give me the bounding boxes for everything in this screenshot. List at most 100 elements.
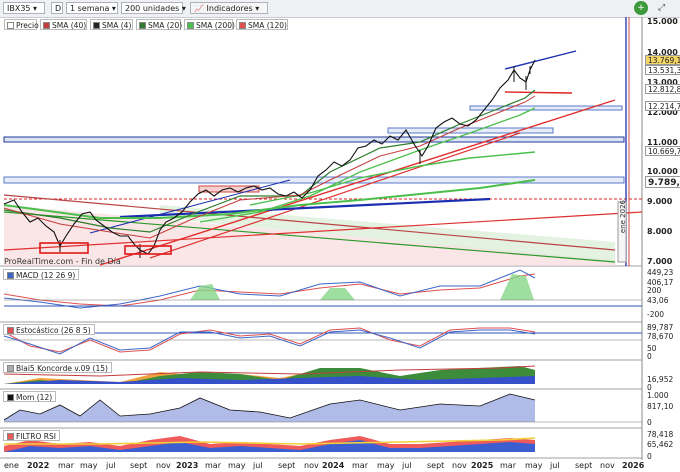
time-axis-label: may [228, 461, 246, 470]
legend-color-swatch [139, 22, 146, 29]
koncorde-title-label: Blai5 Koncorde v.09 (15) [16, 364, 108, 373]
time-axis-label: mar [352, 461, 368, 470]
price-axis-label: 14.000 [647, 48, 678, 57]
macd-axis-label: 406,17 [647, 278, 674, 287]
macd-title-label: MACD (12 26 9) [16, 271, 76, 280]
macd-color-swatch [7, 272, 14, 279]
legend-item[interactable]: SMA (200) [184, 19, 235, 30]
legend-item[interactable]: SMA (20) [136, 19, 183, 30]
timeframe-key-button[interactable]: D [51, 2, 63, 14]
indicators-icon: 📈 [194, 4, 204, 13]
koncorde-axis-label: 0 [647, 383, 652, 392]
watermark-text: ProRealTime.com - Fin de Día [4, 257, 121, 266]
time-axis-label: may [80, 461, 98, 470]
indicators-label: Indicadores [206, 4, 253, 13]
price-axis-label: 13.000 [647, 78, 678, 87]
macd-axis-label: 449,23 [647, 268, 674, 277]
macd-axis-label: -200 [647, 310, 665, 319]
price-axis-label: 15.000 [647, 17, 678, 26]
time-axis-label: 2026 [622, 461, 645, 470]
rsi-axis-label: 0 [647, 452, 652, 461]
stochastic-pane-title[interactable]: Estocástico (26 8 5) [3, 324, 95, 335]
rsi-pane-title[interactable]: FILTRO RSI [3, 430, 60, 441]
legend-label: Precio [16, 21, 39, 30]
stoch-axis-label: 0 [647, 352, 652, 361]
legend-label: SMA (4) [102, 21, 132, 30]
time-axis-label: sept [278, 461, 296, 470]
time-axis-label: 2023 [176, 461, 199, 470]
legend-item[interactable]: SMA (120) [236, 19, 288, 30]
stochastic-title-label: Estocástico (26 8 5) [16, 326, 91, 335]
stochastic-color-swatch [7, 327, 14, 334]
legend-item[interactable]: Precio [4, 19, 39, 30]
price-axis-label: 8.000 [647, 227, 673, 236]
time-axis-label: mar [205, 461, 221, 470]
legend-item[interactable]: SMA (4) [90, 19, 133, 30]
chart-toolbar: IBX35 ▾ D 1 semana ▾ 200 unidades ▾ 📈 In… [0, 0, 680, 18]
symbol-selector[interactable]: IBX35 ▾ [3, 2, 45, 14]
stoch-axis-label: 89,787 [647, 323, 674, 332]
time-axis-label: may [525, 461, 543, 470]
stoch-axis-label: 78,670 [647, 332, 674, 341]
mom-axis-label: 817,10 [647, 402, 674, 411]
price-tag: 9.789,67 [645, 176, 680, 188]
time-axis-label: nov [304, 461, 319, 470]
koncorde-axis-label: 16,952 [647, 375, 674, 384]
koncorde-color-swatch [7, 365, 14, 372]
price-axis-label: 11.000 [647, 138, 678, 147]
macd-pane-title[interactable]: MACD (12 26 9) [3, 269, 80, 280]
rsi-color-swatch [7, 433, 14, 440]
time-axis-label: jul [106, 461, 116, 470]
resize-icon[interactable]: ⤢ [658, 3, 666, 13]
price-tag: 13.769,10 [645, 55, 680, 65]
legend-color-swatch [93, 22, 100, 29]
koncorde-pane-title[interactable]: Blai5 Koncorde v.09 (15) [3, 362, 112, 373]
legend-item[interactable]: SMA (40) [40, 19, 87, 30]
alert-icon[interactable]: + [634, 1, 648, 15]
units-label: 200 unidades [125, 4, 180, 13]
momentum-title-label: Mom (12) [16, 393, 53, 402]
rsi-title-label: FILTRO RSI [16, 432, 56, 441]
rsi-axis-label: 65,462 [647, 440, 674, 449]
time-axis-label: ene [4, 461, 19, 470]
period-label: 1 semana [70, 4, 110, 13]
price-axis-label: 12.000 [647, 108, 678, 117]
time-axis-label: nov [156, 461, 171, 470]
period-selector[interactable]: 1 semana ▾ [66, 2, 118, 14]
mom-axis-label: 1.000 [647, 391, 669, 400]
time-axis-label: 2025 [471, 461, 494, 470]
time-axis-label: mar [58, 461, 74, 470]
units-selector[interactable]: 200 unidades ▾ [121, 2, 186, 14]
time-axis-label: 2024 [322, 461, 345, 470]
time-axis-label: sept [575, 461, 593, 470]
price-axis-label: 10.000 [647, 167, 678, 176]
vertical-note: ene 2026 [619, 200, 627, 234]
price-tag: 13.531,30 [645, 65, 680, 75]
symbol-label: IBX35 [7, 4, 31, 13]
rsi-axis-label: 78,418 [647, 430, 674, 439]
momentum-color-swatch [7, 394, 14, 401]
momentum-pane-title[interactable]: Mom (12) [3, 391, 57, 402]
legend-label: SMA (200) [196, 21, 235, 30]
time-axis-label: jul [402, 461, 412, 470]
time-axis-label: nov [452, 461, 467, 470]
price-tag: 12.812,87 [645, 84, 680, 94]
legend-color-swatch [7, 22, 14, 29]
macd-axis-label: 200 [647, 286, 662, 295]
legend-label: SMA (120) [248, 21, 287, 30]
time-axis-label: may [377, 461, 395, 470]
time-axis-label: nov [600, 461, 615, 470]
time-axis-label: sept [130, 461, 148, 470]
legend-label: SMA (40) [52, 21, 87, 30]
price-axis-label: 9.000 [647, 197, 673, 206]
mom-axis-label: 0 [647, 418, 652, 427]
price-tag: 12.214,72 [645, 101, 680, 111]
indicators-button[interactable]: 📈 Indicadores ▾ [190, 2, 268, 14]
stoch-axis-label: 50 [647, 344, 657, 353]
time-axis-label: mar [500, 461, 516, 470]
legend-color-swatch [239, 22, 246, 29]
legend-color-swatch [43, 22, 50, 29]
time-axis-label: sept [427, 461, 445, 470]
legend-label: SMA (20) [148, 21, 183, 30]
